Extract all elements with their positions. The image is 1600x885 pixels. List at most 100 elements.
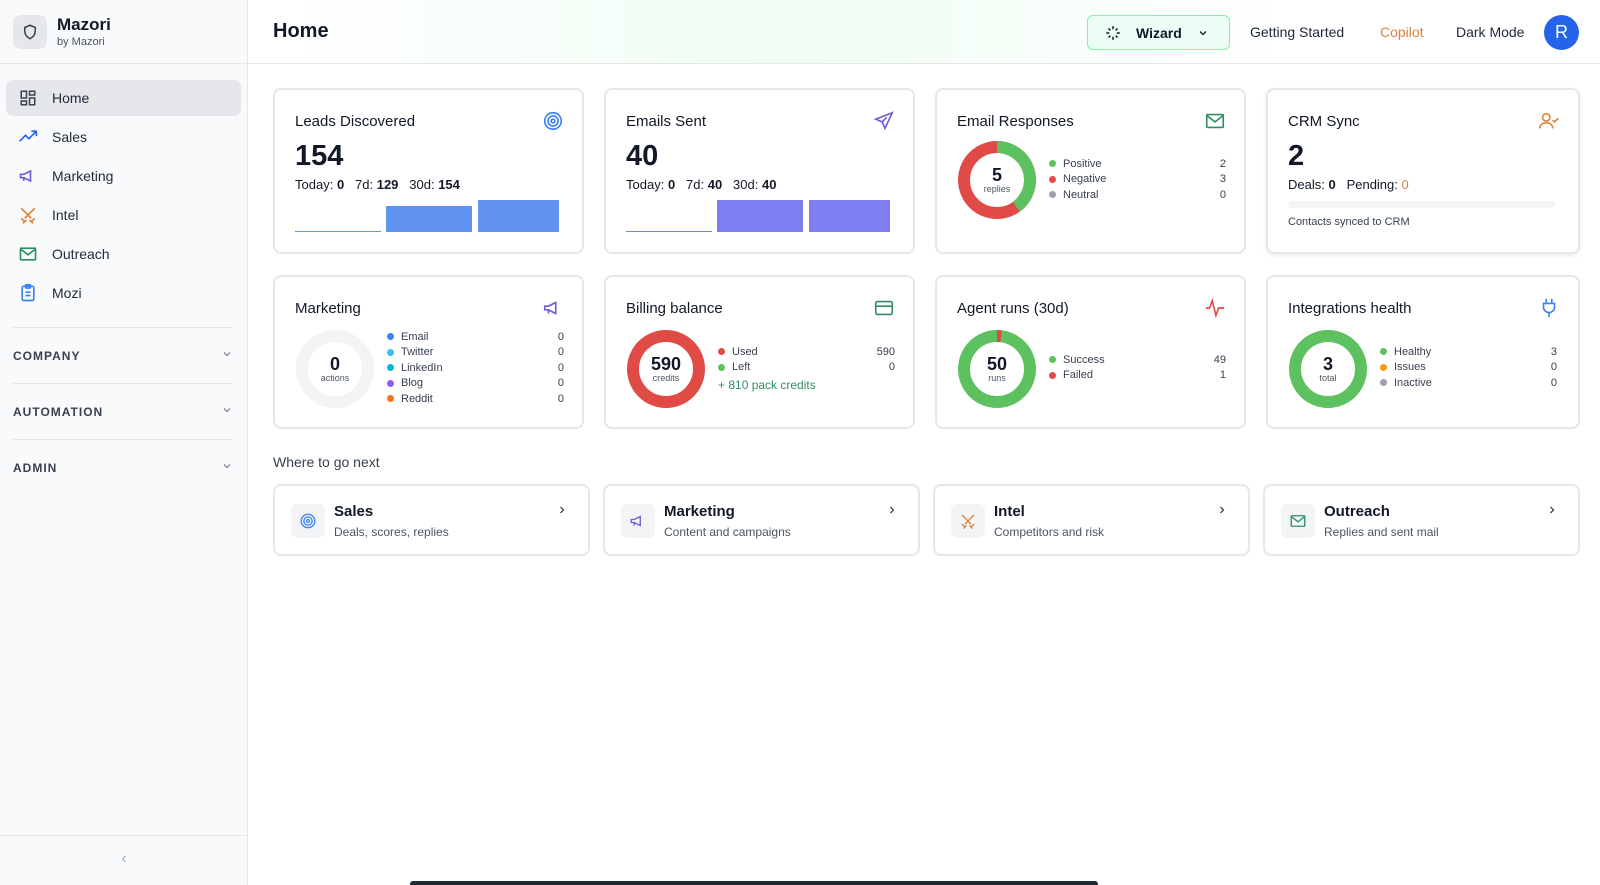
legend-row: Left 0 bbox=[718, 360, 895, 376]
chevron-right-icon bbox=[1216, 503, 1228, 519]
legend-value: 0 bbox=[1550, 361, 1557, 374]
clipboard-icon bbox=[18, 283, 38, 303]
legend-row: LinkedIn 0 bbox=[387, 360, 564, 376]
chevron-right-icon bbox=[1546, 503, 1558, 519]
legend-row: Positive 2 bbox=[1049, 156, 1226, 172]
integrations-value: 3 bbox=[1322, 354, 1333, 374]
billing-value: 590 bbox=[650, 354, 682, 374]
integrations-unit: total bbox=[1319, 373, 1337, 383]
next-card-name: Sales bbox=[334, 503, 374, 520]
segment-failed bbox=[958, 330, 1036, 408]
legend-label: Issues bbox=[1394, 361, 1426, 374]
sidebar-item-sales[interactable]: Sales bbox=[6, 119, 241, 155]
legend-label: Negative bbox=[1063, 173, 1107, 186]
legend-value: 0 bbox=[1219, 188, 1226, 201]
deals-label: Deals: bbox=[1288, 177, 1325, 192]
marketing-legend: Email 0 Twitter 0 LinkedIn 0 Blog 0 Reddit 0 bbox=[387, 329, 564, 407]
dot-success bbox=[1049, 356, 1056, 364]
dark-mode-toggle[interactable]: Dark Mode bbox=[1456, 24, 1525, 40]
section-label: ADMIN bbox=[13, 460, 58, 475]
brand[interactable]: Mazori by Mazori bbox=[0, 0, 247, 64]
swords-icon bbox=[951, 504, 985, 538]
sidebar-item-home[interactable]: Home bbox=[6, 80, 241, 116]
brand-sub: by Mazori bbox=[57, 35, 105, 48]
sidebar-item-outreach[interactable]: Outreach bbox=[6, 236, 241, 272]
legend-value: 0 bbox=[557, 392, 564, 405]
legend-row: Reddit 0 bbox=[387, 391, 564, 407]
card-title: Marketing bbox=[295, 300, 361, 317]
collapse-sidebar-button[interactable] bbox=[0, 835, 247, 885]
legend-row: Failed 1 bbox=[1049, 368, 1226, 384]
next-card-marketing[interactable]: Marketing Content and campaigns bbox=[603, 484, 920, 556]
segment-positive bbox=[958, 141, 1036, 219]
card-title: Leads Discovered bbox=[295, 113, 416, 130]
chevron-right-icon bbox=[556, 503, 568, 519]
trend-icon bbox=[18, 127, 38, 147]
emails-mini-chart bbox=[626, 200, 890, 232]
getting-started-link[interactable]: Getting Started bbox=[1250, 24, 1345, 40]
integrations-legend: Healthy 3 Issues 0 Inactive 0 bbox=[1380, 344, 1557, 391]
user-check-icon bbox=[1538, 110, 1560, 132]
emails-card[interactable]: Emails Sent 40 Today: 0 7d: 40 30d: 40 bbox=[604, 88, 915, 254]
avatar[interactable]: R bbox=[1544, 15, 1579, 50]
d30-label: 30d: bbox=[409, 177, 435, 192]
dot-healthy bbox=[1380, 348, 1387, 356]
billing-unit: credits bbox=[652, 373, 680, 383]
legend-label: LinkedIn bbox=[401, 361, 443, 374]
agents-unit: runs bbox=[988, 373, 1006, 383]
section-company[interactable]: COMPANY bbox=[13, 327, 233, 383]
megaphone-icon bbox=[18, 166, 38, 186]
legend-label: Inactive bbox=[1394, 376, 1432, 389]
next-card-intel[interactable]: Intel Competitors and risk bbox=[933, 484, 1250, 556]
sidebar-item-mozi[interactable]: Mozi bbox=[6, 275, 241, 311]
sidebar: Mazori by Mazori Home Sales Marketing bbox=[0, 0, 248, 885]
next-card-desc: Deals, scores, replies bbox=[334, 525, 449, 539]
section-automation[interactable]: AUTOMATION bbox=[13, 383, 233, 439]
sidebar-item-label: Outreach bbox=[52, 246, 110, 262]
legend-label: Positive bbox=[1063, 157, 1102, 170]
sidebar-item-marketing[interactable]: Marketing bbox=[6, 158, 241, 194]
mail-icon bbox=[1204, 110, 1226, 132]
marketing-card[interactable]: Marketing 0 actions Email 0 Twitter 0 Link… bbox=[273, 275, 584, 429]
responses-donut bbox=[958, 141, 1036, 219]
dot-twitter bbox=[387, 348, 394, 356]
dot-used bbox=[718, 348, 725, 356]
integrations-card[interactable]: Integrations health 3 total Healthy 3 Iss… bbox=[1266, 275, 1580, 429]
crm-card[interactable]: CRM Sync 2 Deals: 0 Pending: 0 Contacts … bbox=[1266, 88, 1580, 254]
next-card-desc: Competitors and risk bbox=[994, 525, 1105, 539]
leads-card[interactable]: Leads Discovered 154 Today: 0 7d: 129 30… bbox=[273, 88, 584, 254]
next-card-outreach[interactable]: Outreach Replies and sent mail bbox=[1263, 484, 1580, 556]
bottom-scroll-indicator bbox=[410, 881, 1098, 885]
legend-row: Email 0 bbox=[387, 329, 564, 345]
leads-mini-chart bbox=[295, 200, 559, 232]
section-label: AUTOMATION bbox=[13, 404, 104, 419]
deals-value: 0 bbox=[1328, 177, 1336, 192]
card-title: Emails Sent bbox=[626, 113, 707, 130]
card-title: Integrations health bbox=[1288, 300, 1412, 317]
crm-note: Contacts synced to CRM bbox=[1288, 216, 1410, 228]
next-card-sales[interactable]: Sales Deals, scores, replies bbox=[273, 484, 590, 556]
sidebar-item-intel[interactable]: Intel bbox=[6, 197, 241, 233]
section-admin[interactable]: ADMIN bbox=[13, 439, 233, 495]
next-section-title: Where to go next bbox=[273, 454, 380, 470]
legend-row: Issues 0 bbox=[1380, 360, 1557, 376]
pack-credits: + 810 pack credits bbox=[718, 378, 816, 392]
mail-icon bbox=[18, 244, 38, 264]
mail-icon bbox=[1281, 504, 1315, 538]
bar-today bbox=[626, 231, 712, 232]
pending-value: 0 bbox=[1401, 177, 1409, 192]
bar-7d bbox=[386, 206, 472, 232]
legend-label: Left bbox=[732, 361, 751, 374]
copilot-link[interactable]: Copilot bbox=[1380, 24, 1424, 40]
wizard-button[interactable]: Wizard bbox=[1087, 15, 1230, 50]
legend-label: Success bbox=[1063, 353, 1105, 366]
dot-email bbox=[387, 333, 394, 341]
sidebar-item-label: Sales bbox=[52, 129, 88, 145]
agents-card[interactable]: Agent runs (30d) 50 runs Success 49 Faile… bbox=[935, 275, 1246, 429]
billing-card[interactable]: Billing balance 590 credits Used 590 Left… bbox=[604, 275, 915, 429]
dot-positive bbox=[1049, 160, 1056, 168]
responses-card[interactable]: Email Responses 5 replies Positive 2 Nega… bbox=[935, 88, 1246, 254]
agents-value: 50 bbox=[986, 354, 1008, 374]
dot-linkedin bbox=[387, 364, 394, 372]
segment-empty bbox=[296, 330, 374, 408]
